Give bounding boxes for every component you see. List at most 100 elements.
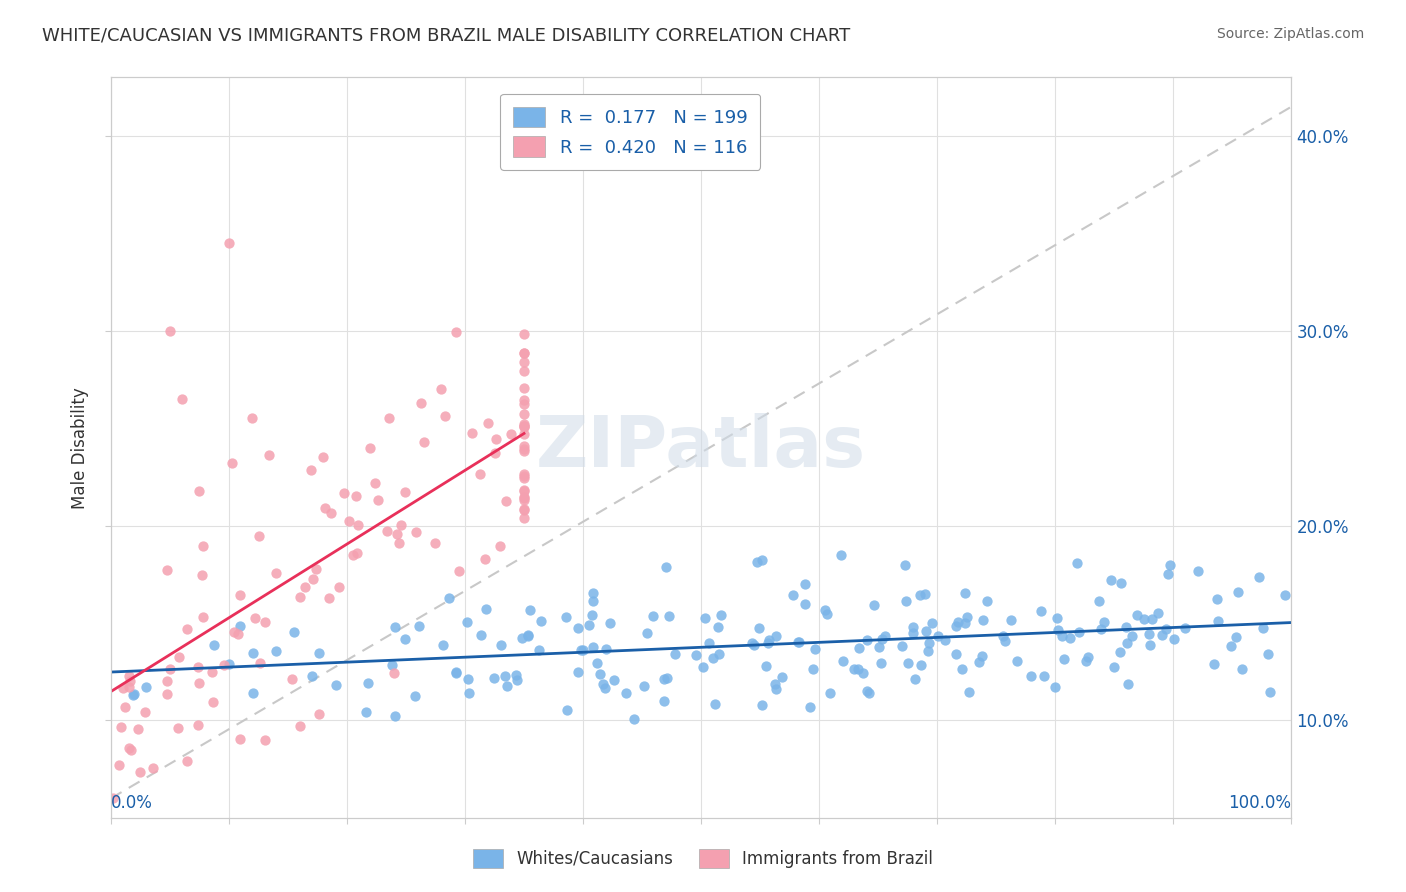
Point	[803, 661, 825, 675]
Point	[748, 621, 770, 635]
Point	[134, 706, 156, 720]
Point	[1142, 612, 1164, 626]
Point	[770, 670, 793, 684]
Point	[794, 577, 817, 591]
Point	[1220, 640, 1243, 654]
Point	[751, 698, 773, 713]
Point	[470, 467, 492, 481]
Point	[513, 503, 536, 517]
Point	[513, 493, 536, 508]
Point	[120, 743, 142, 757]
Point	[110, 720, 132, 734]
Point	[599, 615, 621, 630]
Point	[142, 761, 165, 775]
Point	[652, 694, 675, 708]
Point	[755, 658, 778, 673]
Point	[1150, 628, 1173, 642]
Point	[482, 671, 505, 685]
Point	[901, 620, 924, 634]
Point	[257, 448, 280, 462]
Point	[356, 706, 378, 720]
Point	[582, 640, 605, 654]
Point	[461, 426, 484, 441]
Point	[389, 518, 412, 533]
Point	[585, 657, 607, 671]
Point	[1157, 566, 1180, 581]
Point	[513, 346, 536, 360]
Point	[364, 476, 387, 491]
Point	[191, 568, 214, 582]
Point	[513, 443, 536, 458]
Point	[1109, 576, 1132, 591]
Point	[491, 638, 513, 652]
Point	[657, 671, 679, 685]
Point	[1154, 623, 1177, 637]
Point	[254, 733, 277, 747]
Point	[917, 643, 939, 657]
Point	[868, 640, 890, 655]
Point	[253, 615, 276, 630]
Point	[1125, 607, 1147, 622]
Point	[756, 636, 779, 650]
Point	[1045, 680, 1067, 694]
Point	[456, 615, 478, 629]
Text: 0.0%: 0.0%	[111, 794, 153, 813]
Point	[603, 673, 626, 687]
Point	[281, 672, 304, 686]
Point	[103, 791, 125, 805]
Point	[1247, 570, 1270, 584]
Point	[901, 626, 924, 640]
Point	[578, 618, 600, 632]
Y-axis label: Male Disability: Male Disability	[72, 387, 89, 508]
Point	[346, 546, 368, 560]
Point	[229, 731, 252, 746]
Point	[513, 419, 536, 434]
Point	[765, 629, 787, 643]
Point	[288, 591, 311, 605]
Point	[1202, 657, 1225, 672]
Point	[782, 588, 804, 602]
Point	[359, 441, 381, 455]
Point	[166, 721, 188, 735]
Point	[394, 632, 416, 646]
Point	[411, 396, 433, 410]
Point	[513, 364, 536, 378]
Point	[1053, 652, 1076, 666]
Point	[1159, 558, 1181, 573]
Point	[1258, 685, 1281, 699]
Point	[1230, 662, 1253, 676]
Point	[308, 646, 330, 660]
Point	[592, 677, 614, 691]
Point	[301, 669, 323, 683]
Point	[893, 558, 915, 572]
Point	[242, 686, 264, 700]
Point	[513, 468, 536, 483]
Point	[457, 686, 479, 700]
Point	[118, 669, 141, 683]
Point	[494, 669, 516, 683]
Point	[117, 741, 139, 756]
Point	[910, 657, 932, 672]
Point	[218, 657, 240, 672]
Point	[955, 586, 977, 600]
Point	[1253, 621, 1275, 635]
Point	[519, 603, 541, 617]
Point	[763, 677, 786, 691]
Point	[844, 662, 866, 676]
Point	[956, 609, 979, 624]
Point	[908, 588, 931, 602]
Point	[652, 672, 675, 686]
Point	[513, 442, 536, 456]
Point	[658, 609, 681, 624]
Point	[245, 611, 267, 625]
Point	[378, 411, 401, 425]
Point	[516, 628, 538, 642]
Point	[444, 665, 467, 679]
Point	[707, 620, 730, 634]
Point	[1005, 654, 1028, 668]
Text: 100.0%: 100.0%	[1229, 794, 1292, 813]
Point	[201, 695, 224, 709]
Point	[513, 427, 536, 442]
Point	[950, 662, 973, 676]
Point	[856, 684, 879, 698]
